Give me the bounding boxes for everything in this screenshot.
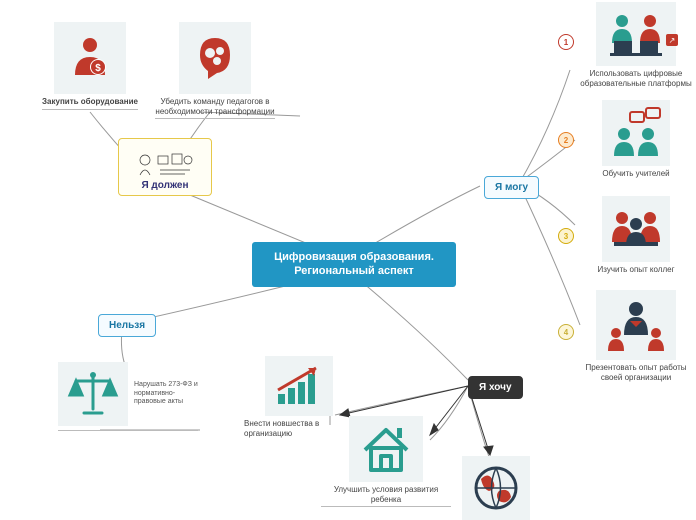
convince-label: Убедить команду педагогов в необходимост… — [155, 97, 275, 119]
platforms-icon — [596, 2, 676, 66]
teach-icon — [602, 100, 670, 166]
node-must[interactable]: Я должен — [118, 138, 212, 196]
globe-icon — [462, 456, 530, 520]
mindmap-canvas: Цифровизация образования. Региональный а… — [0, 0, 696, 520]
badge-4: 4 — [558, 324, 574, 340]
node-want-globe[interactable] — [456, 456, 536, 520]
can1-label: Использовать цифровые образовательные пл… — [576, 69, 696, 88]
node-can-2[interactable]: Обучить учителей — [576, 100, 696, 179]
convince-icon — [179, 22, 251, 94]
badge-2: 2 — [558, 132, 574, 148]
want-label: Я хочу — [479, 382, 512, 393]
buy-label: Закупить оборудование — [42, 97, 138, 110]
violate-label: Нарушать 273-ФЗ и нормативно-правовые ак… — [134, 381, 204, 406]
node-cant[interactable]: Нельзя — [98, 314, 156, 337]
colleagues-icon — [602, 196, 670, 262]
can-label: Я могу — [495, 182, 528, 193]
must-label: Я должен — [141, 180, 188, 191]
violate-underline — [58, 430, 198, 431]
node-can-1[interactable]: Использовать цифровые образовательные пл… — [576, 2, 696, 88]
can4-label: Презентовать опыт работы своей организац… — [576, 363, 696, 382]
want2-label: Улучшить условия развития ребенка — [321, 485, 451, 507]
badge-3: 3 — [558, 228, 574, 244]
node-want[interactable]: Я хочу — [468, 376, 523, 399]
node-buy[interactable]: $ Закупить оборудование — [40, 22, 140, 110]
central-topic[interactable]: Цифровизация образования. Региональный а… — [252, 242, 456, 287]
growth-icon — [265, 356, 333, 416]
node-violate[interactable]: Нарушать 273-ФЗ и нормативно-правовые ак… — [58, 362, 208, 426]
can3-label: Изучить опыт коллег — [576, 265, 696, 275]
buy-icon: $ — [54, 22, 126, 94]
node-want-2[interactable]: Улучшить условия развития ребенка — [316, 416, 456, 507]
house-icon — [349, 416, 423, 482]
node-can[interactable]: Я могу — [484, 176, 539, 199]
red-marker-icon: ↗ — [666, 34, 678, 46]
badge-1: 1 — [558, 34, 574, 50]
node-can-4[interactable]: Презентовать опыт работы своей организац… — [576, 290, 696, 382]
present-icon — [596, 290, 676, 360]
cant-label: Нельзя — [109, 320, 145, 331]
node-can-3[interactable]: Изучить опыт коллег — [576, 196, 696, 275]
can2-label: Обучить учителей — [576, 169, 696, 179]
doodle-icon — [130, 150, 200, 180]
central-line2: Региональный аспект — [264, 264, 444, 278]
node-convince[interactable]: Убедить команду педагогов в необходимост… — [155, 22, 275, 119]
central-line1: Цифровизация образования. — [264, 250, 444, 264]
svg-text:$: $ — [95, 63, 101, 74]
scales-icon — [58, 362, 128, 426]
